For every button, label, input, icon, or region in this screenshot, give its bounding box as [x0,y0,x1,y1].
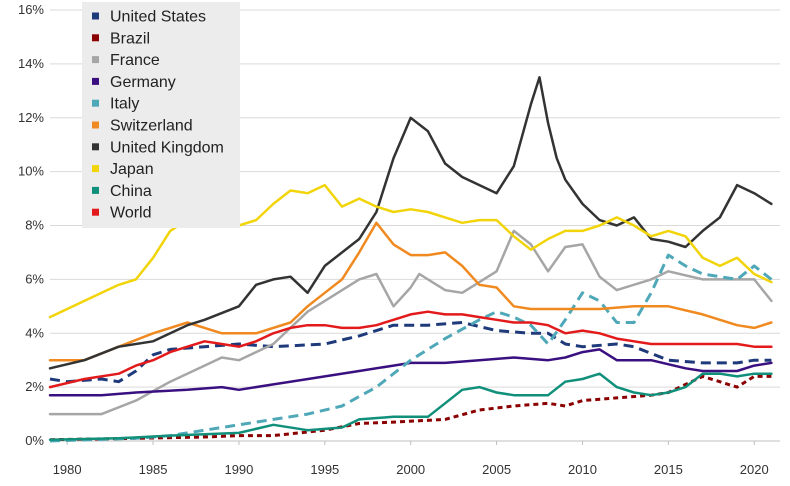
legend-swatch [92,208,99,216]
legend-box [82,2,240,228]
legend-swatch [92,34,99,42]
series-line-united-states [49,321,772,384]
y-tick-label: 14% [18,56,44,71]
y-tick-label: 2% [25,379,44,394]
x-tick-label: 2000 [396,462,425,477]
legend-swatch [92,143,99,151]
legend-label: China [110,183,152,200]
legend-swatch [92,186,99,194]
x-axis: 1980 1985 1990 1995 2000 2005 2010 2015 2020 [50,440,780,477]
legend-swatch [92,77,99,85]
x-tick-label: 1985 [139,462,168,477]
x-tick-label: 2020 [740,462,769,477]
legend-label: Switzerland [110,118,193,135]
y-tick-label: 6% [25,271,44,286]
chart-series [48,76,773,443]
x-tick-label: 1995 [310,462,339,477]
y-tick-label: 8% [25,218,44,233]
legend-label: France [110,52,160,69]
legend-swatch [92,56,99,64]
y-axis: 0% 2% 4% 6% 8% 10% 12% 14% 16% [18,2,44,448]
y-tick-label: 0% [25,433,44,448]
y-tick-label: 16% [18,2,44,17]
legend-swatch [92,99,99,107]
series-line-china [48,372,773,441]
x-tick-label: 2010 [568,462,597,477]
legend-label: World [110,205,152,222]
legend-swatch [92,165,99,173]
x-tick-label: 1990 [224,462,253,477]
y-tick-label: 10% [18,164,44,179]
legend-label: Brazil [110,30,150,47]
series-line-italy [49,253,773,443]
x-tick-label: 1980 [53,462,82,477]
series-line-brazil [49,374,772,442]
legend-label: Germany [110,74,176,91]
legend-label: United Kingdom [110,139,224,156]
series-line-united-kingdom [48,76,773,370]
legend-swatch [92,12,99,20]
x-tick-label: 2015 [654,462,683,477]
legend-swatch [92,121,99,129]
y-tick-label: 12% [18,110,44,125]
series-line-germany [48,348,773,397]
series-line-france [48,229,773,416]
legend-label: Japan [110,161,154,178]
series-line-world [48,310,773,389]
x-tick-label: 2005 [482,462,511,477]
chart-legend: United States Brazil France Germany Italy Swi… [82,2,240,228]
y-tick-label: 4% [25,325,44,340]
series-line-switzerland [48,221,773,362]
legend-label: Italy [110,96,139,113]
legend-label: United States [110,9,206,26]
